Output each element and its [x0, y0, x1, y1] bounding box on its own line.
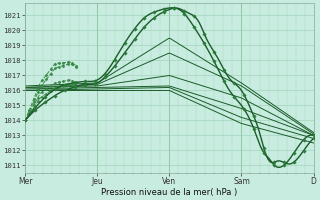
X-axis label: Pression niveau de la mer( hPa ): Pression niveau de la mer( hPa ) — [101, 188, 237, 197]
